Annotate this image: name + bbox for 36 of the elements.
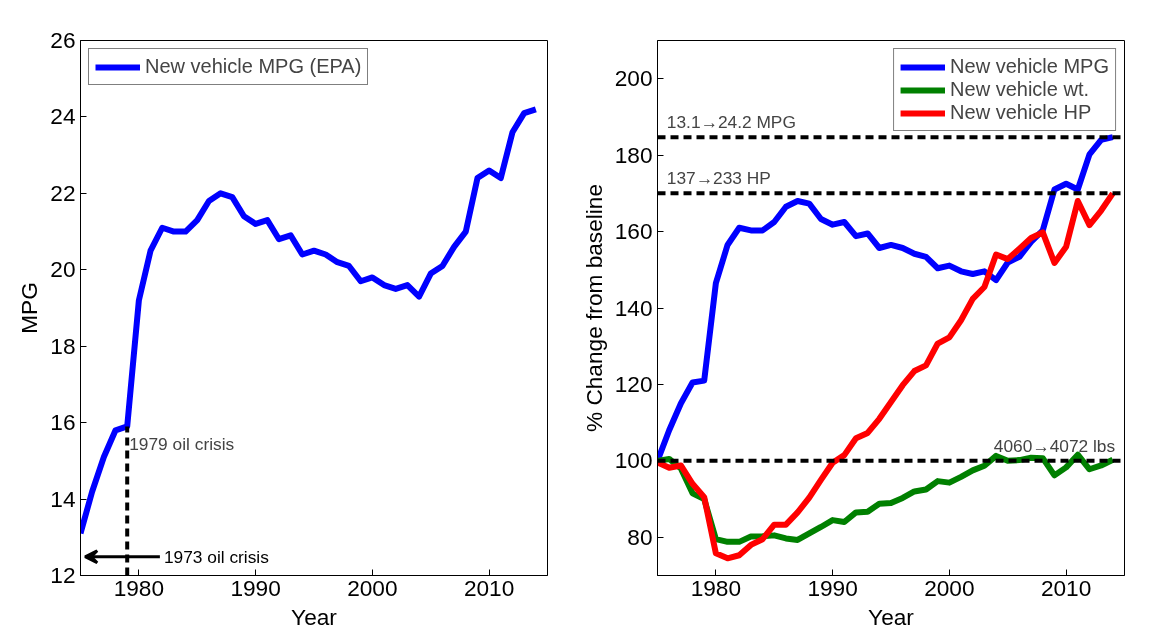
- ref-line-label: 4060→4072 lbs: [993, 435, 1116, 456]
- y-tick-label: 26: [50, 27, 76, 53]
- legend-label: New vehicle wt.: [950, 78, 1089, 101]
- y-tick-label: 80: [627, 523, 653, 550]
- x-tick-label: 2010: [1040, 574, 1092, 601]
- y-tick-label: 16: [50, 409, 76, 436]
- ref-line-label: 137→233 HP: [666, 168, 771, 189]
- x-tick-label: 1990: [230, 574, 281, 601]
- y-tick-label: 160: [614, 218, 653, 245]
- y-tick-label: 20: [50, 256, 76, 283]
- y-tick-label: 140: [614, 294, 653, 321]
- x-tick-label: 2010: [463, 574, 515, 601]
- x-tick-label: 1980: [113, 574, 165, 601]
- x-axis-title: Year: [291, 603, 338, 630]
- legend-label: New vehicle MPG (EPA): [145, 55, 362, 78]
- y-tick-label: 100: [614, 447, 653, 474]
- y-tick-label: 14: [50, 485, 76, 512]
- x-tick-label: 2000: [347, 574, 398, 601]
- y-tick-label: 24: [50, 103, 76, 130]
- x-tick-label: 1990: [807, 574, 858, 601]
- annotation: 1973 oil crisis: [163, 546, 270, 567]
- x-tick-label: 2000: [924, 574, 975, 601]
- legend-label: New vehicle MPG: [950, 55, 1109, 78]
- ref-line-label: 13.1→24.2 MPG: [666, 112, 796, 133]
- x-axis-title: Year: [868, 603, 915, 630]
- y-tick-label: 22: [50, 179, 76, 206]
- annotation: 1979 oil crisis: [129, 434, 235, 455]
- y-tick-label: 12: [50, 562, 76, 588]
- y-tick-label: 180: [614, 141, 653, 168]
- y-axis-title: MPG: [16, 282, 43, 334]
- y-tick-label: 200: [614, 65, 653, 92]
- y-axis-title: % Change from baseline: [580, 183, 607, 433]
- legend-label: New vehicle HP: [950, 101, 1092, 124]
- y-tick-label: 120: [614, 370, 653, 397]
- x-tick-label: 1980: [690, 574, 742, 601]
- y-tick-label: 18: [50, 332, 76, 359]
